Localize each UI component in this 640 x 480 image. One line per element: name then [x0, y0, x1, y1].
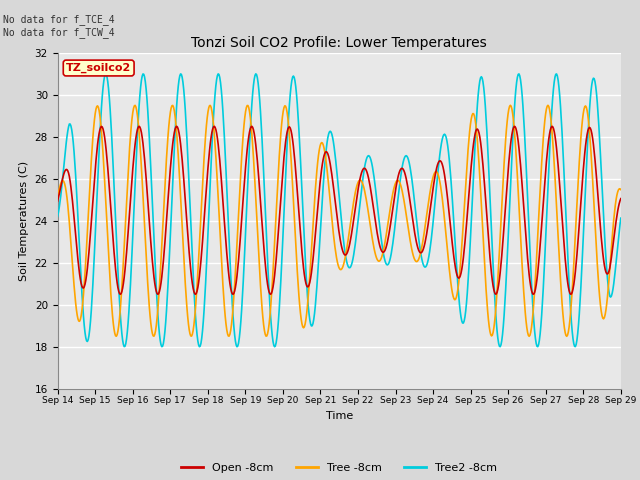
Tree2 -8cm [122, 341, 129, 347]
Legend: Open -8cm, Tree -8cm, Tree2 -8cm: Open -8cm, Tree -8cm, Tree2 -8cm [177, 458, 502, 477]
Open -8cm [122, 259, 129, 265]
Tree2 -8cm [64, 128, 72, 134]
X-axis label: Time: Time [326, 411, 353, 421]
Tree -8cm [424, 202, 432, 208]
Tree -8cm [525, 334, 533, 339]
Tree -8cm [122, 214, 129, 219]
Open -8cm [410, 221, 417, 227]
Line: Open -8cm: Open -8cm [58, 126, 621, 294]
Open -8cm [211, 123, 218, 129]
Tree -8cm [54, 193, 61, 199]
Text: No data for f_TCE_4
No data for f_TCW_4: No data for f_TCE_4 No data for f_TCW_4 [3, 14, 115, 38]
Line: Tree2 -8cm: Tree2 -8cm [58, 74, 621, 347]
Tree2 -8cm [54, 214, 61, 219]
Tree -8cm [617, 187, 625, 192]
Open -8cm [54, 198, 61, 204]
Line: Tree -8cm: Tree -8cm [58, 105, 621, 336]
Tree -8cm [179, 239, 187, 245]
Tree -8cm [408, 246, 415, 252]
Open -8cm [617, 196, 625, 202]
Tree2 -8cm [410, 187, 417, 193]
Tree2 -8cm [209, 128, 216, 134]
Y-axis label: Soil Temperatures (C): Soil Temperatures (C) [19, 161, 29, 281]
Tree2 -8cm [179, 79, 187, 85]
Tree -8cm [209, 114, 216, 120]
Tree -8cm [506, 102, 514, 108]
Open -8cm [426, 210, 433, 216]
Text: TZ_soilco2: TZ_soilco2 [66, 63, 131, 73]
Open -8cm [180, 186, 188, 192]
Tree -8cm [64, 202, 72, 208]
Tree2 -8cm [271, 344, 278, 349]
Title: Tonzi Soil CO2 Profile: Lower Temperatures: Tonzi Soil CO2 Profile: Lower Temperatur… [191, 36, 487, 50]
Tree2 -8cm [617, 215, 625, 221]
Open -8cm [173, 123, 180, 129]
Open -8cm [154, 291, 162, 297]
Tree2 -8cm [426, 249, 433, 254]
Tree2 -8cm [252, 71, 260, 77]
Open -8cm [64, 168, 72, 174]
